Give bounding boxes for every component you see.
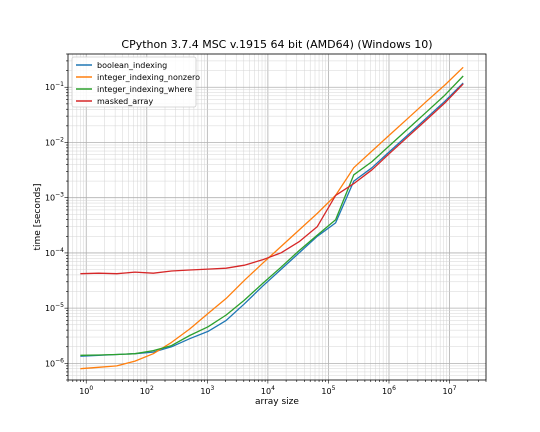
y-tick-label: 10−1 (45, 81, 64, 92)
y-tick-label: 10−4 (45, 247, 64, 258)
y-axis-label: time [seconds] (33, 183, 43, 250)
x-tick-label: 107 (443, 385, 457, 396)
y-tick-label: 10−2 (45, 136, 64, 147)
x-tick-label: 106 (382, 385, 396, 396)
series-line-integer-indexing-nonzero (80, 66, 464, 370)
chart-title: CPython 3.7.4 MSC v.1915 64 bit (AMD64) … (121, 38, 432, 51)
y-tick-label: 10−6 (45, 357, 64, 368)
y-tick-label: 10−3 (45, 192, 64, 203)
legend-label: integer_indexing_where (97, 85, 193, 94)
legend-label: masked_array (97, 97, 153, 106)
axis-ticks: 100 102 103 104 105 106 107 10−6 10−5 10−4 10−3 10−… (45, 53, 487, 396)
legend-box (71, 56, 197, 108)
series-line-masked-array (80, 83, 464, 275)
x-tick-label: 103 (200, 385, 214, 396)
x-tick-label: 105 (321, 385, 335, 396)
series-lines (80, 66, 464, 370)
series-line-boolean-indexing (80, 82, 464, 357)
x-tick-label: 100 (79, 385, 93, 396)
x-axis-label: array size (255, 397, 299, 407)
axes-frame (67, 53, 487, 381)
legend: boolean_indexing integer_indexing_nonzero… (71, 56, 200, 108)
x-tick-label: 102 (140, 385, 154, 396)
y-tick-label: 10−5 (45, 302, 64, 313)
x-tick-label: 104 (261, 385, 275, 396)
legend-label: integer_indexing_nonzero (97, 73, 200, 82)
legend-label: boolean_indexing (97, 61, 167, 70)
series-line-integer-indexing-where (80, 75, 464, 356)
